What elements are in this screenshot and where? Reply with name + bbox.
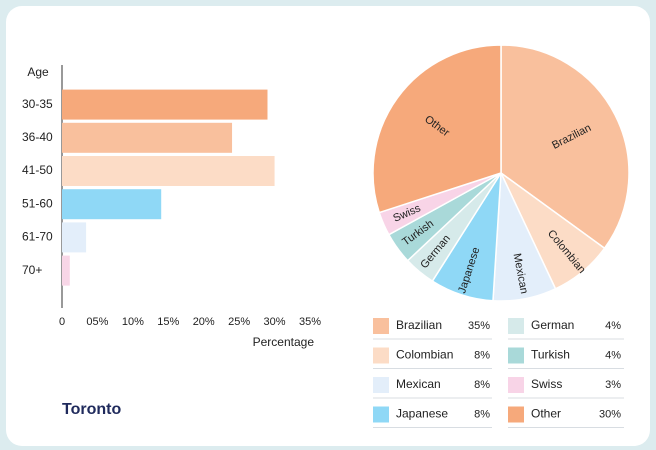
bar: [62, 122, 233, 153]
y-tick-label: 70+: [22, 263, 42, 277]
y-tick-label: 36-40: [22, 130, 53, 144]
pie-slice: [500, 44, 630, 250]
legend-swatch: [508, 347, 524, 364]
legend-label: Other: [531, 407, 561, 421]
legend-value: 8%: [474, 408, 490, 420]
legend-value: 4%: [605, 320, 621, 332]
x-tick-label: 35%: [299, 316, 321, 328]
legend-label: Mexican: [396, 377, 441, 391]
legend-swatch: [508, 406, 524, 423]
legend-label: German: [531, 318, 574, 332]
x-tick-label: 30%: [264, 316, 286, 328]
legend-swatch: [373, 347, 389, 364]
legend-value: 8%: [474, 349, 490, 361]
pie-slice: [372, 44, 502, 214]
y-tick-label: 41-50: [22, 163, 53, 177]
legend-value: 3%: [605, 379, 621, 391]
legend-label: Japanese: [396, 407, 448, 421]
x-tick-label: 0: [59, 316, 65, 328]
legend-swatch: [373, 406, 389, 423]
x-tick-label: 10%: [122, 316, 144, 328]
bar: [62, 255, 70, 286]
x-tick-label: 20%: [193, 316, 215, 328]
y-tick-label: 30-35: [22, 97, 53, 111]
legend-label: Turkish: [531, 348, 570, 362]
legend-label: Colombian: [396, 348, 453, 362]
bar: [62, 156, 275, 186]
legend-value: 30%: [599, 408, 621, 420]
legend-swatch: [508, 377, 524, 393]
y-tick-label: 61-70: [22, 230, 53, 244]
x-axis-label: Percentage: [253, 335, 315, 349]
y-axis-label: Age: [27, 65, 49, 79]
x-tick-label: 05%: [86, 316, 108, 328]
legend-swatch: [508, 318, 524, 334]
legend-value: 35%: [468, 320, 490, 332]
bar: [62, 189, 162, 220]
legend-label: Brazilian: [396, 318, 442, 332]
chart-title: Toronto: [62, 401, 121, 418]
bar: [62, 89, 268, 120]
bar: [62, 222, 87, 253]
legend-value: 4%: [605, 349, 621, 361]
legend-label: Swiss: [531, 377, 562, 391]
legend-swatch: [373, 318, 389, 334]
y-tick-label: 51-60: [22, 196, 53, 210]
legend-swatch: [373, 377, 389, 393]
x-tick-label: 15%: [157, 316, 179, 328]
legend-value: 8%: [474, 379, 490, 391]
x-tick-label: 25%: [228, 316, 250, 328]
